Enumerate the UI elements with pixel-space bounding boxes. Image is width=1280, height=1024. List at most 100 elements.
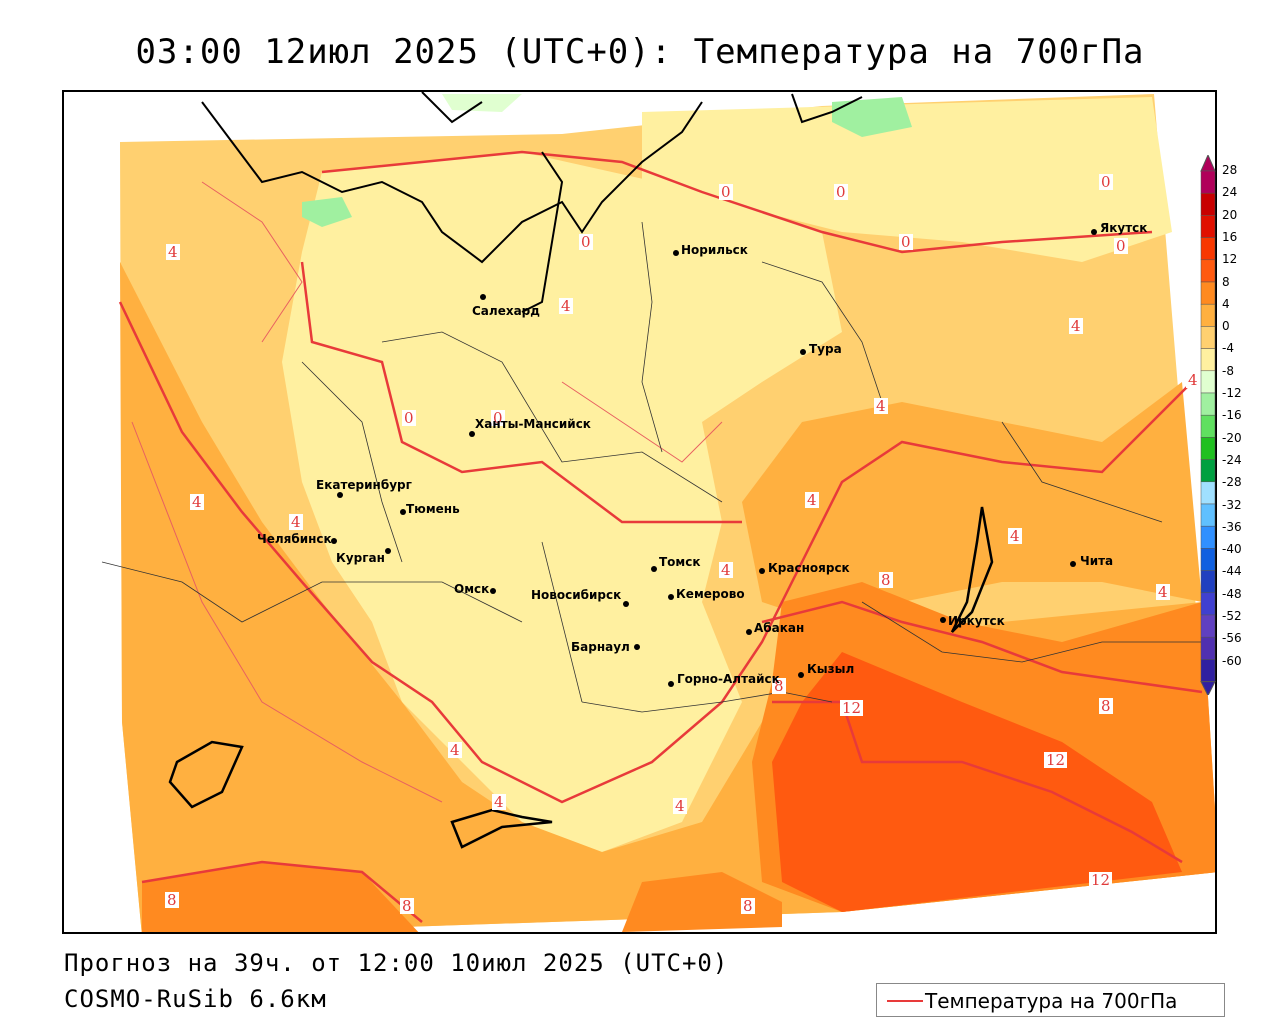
city-label-novosibirsk[interactable]: Новосибирск <box>531 588 622 602</box>
colorbar-tick-label: -40 <box>1222 542 1242 557</box>
city-label-irkutsk[interactable]: Иркутск <box>948 614 1005 628</box>
contour-label: 0 <box>719 183 733 201</box>
city-label-ekaterinburg[interactable]: Екатеринбург <box>316 478 412 492</box>
colorbar-segment <box>1200 303 1216 327</box>
colorbar-segment <box>1200 326 1216 349</box>
city-label-barnaul[interactable]: Барнаул <box>571 640 630 654</box>
contour-label: 0 <box>1114 237 1128 255</box>
colorbar-tick-label: 28 <box>1222 163 1238 177</box>
colorbar-segment <box>1200 348 1216 372</box>
colorbar-segment <box>1200 659 1216 682</box>
temperature-field <box>64 92 1215 932</box>
city-dot-icon <box>634 644 640 650</box>
colorbar-tick-label: -24 <box>1222 452 1242 467</box>
colorbar-tick-label: 0 <box>1222 319 1230 334</box>
contour-label: 4 <box>492 793 506 811</box>
city-label-norilsk[interactable]: Норильск <box>681 243 748 257</box>
colorbar-bottom-arrow <box>1200 681 1216 697</box>
model-name: COSMO-RuSib 6.6км <box>64 985 327 1013</box>
city-label-abakan[interactable]: Абакан <box>754 621 805 635</box>
city-label-chita[interactable]: Чита <box>1080 554 1114 568</box>
contour-label: 8 <box>165 891 179 909</box>
balkhash-lake <box>168 740 244 809</box>
map-area[interactable]: 4 0 0 0 0 0 0 4 4 0 0 4 4 4 4 4 4 8 4 4 … <box>62 90 1217 934</box>
colorbar-tick-label: -36 <box>1222 519 1242 534</box>
colorbar-tick-label: -4 <box>1222 341 1234 356</box>
contour-label: 12 <box>1044 751 1068 769</box>
city-dot-icon <box>623 601 629 607</box>
contour-label: 4 <box>289 513 303 531</box>
contour-label: 4 <box>166 243 180 261</box>
forecast-info: Прогноз на 39ч. от 12:00 10июл 2025 (UTC… <box>64 949 729 977</box>
city-dot-icon <box>668 594 674 600</box>
city-dot-icon <box>331 538 337 544</box>
city-dot-icon <box>400 509 406 515</box>
city-label-tura[interactable]: Тура <box>809 342 842 356</box>
city-dot-icon <box>1091 229 1097 235</box>
colorbar-tick-label: -32 <box>1222 497 1242 512</box>
contour-label: 4 <box>559 297 573 315</box>
map-title: 03:00 12июл 2025 (UTC+0): Температура на… <box>135 32 1145 72</box>
colorbar <box>1200 153 1216 699</box>
city-label-omsk[interactable]: Омск <box>454 582 490 596</box>
contour-label: 4 <box>190 493 204 511</box>
city-dot-icon <box>940 617 946 623</box>
colorbar-tick-label: -44 <box>1222 564 1242 579</box>
baikal-lake <box>950 506 994 633</box>
colorbar-segment <box>1200 370 1216 394</box>
contour-label: 8 <box>400 897 414 915</box>
city-label-gorno-altaysk[interactable]: Горно-Алтайск <box>677 672 780 686</box>
colorbar-tick-label: 16 <box>1222 229 1238 244</box>
very-hot-zone <box>772 652 1182 912</box>
contour-label: 8 <box>741 897 755 915</box>
colorbar-tick-label: -8 <box>1222 363 1234 378</box>
city-label-tyumen[interactable]: Тюмень <box>406 502 460 516</box>
colorbar-svg <box>1200 153 1216 697</box>
issyk-lake <box>450 808 553 849</box>
contour-label: 4 <box>719 561 733 579</box>
contour-label: 8 <box>772 677 786 695</box>
city-dot-icon <box>668 681 674 687</box>
city-label-kyzyl[interactable]: Кызыл <box>807 662 855 676</box>
colorbar-segment <box>1200 614 1216 638</box>
city-dot-icon <box>385 548 391 554</box>
city-dot-icon <box>673 250 679 256</box>
city-label-chelyabinsk[interactable]: Челябинск <box>257 532 332 546</box>
colorbar-segment <box>1200 215 1216 238</box>
colorbar-tick-label: 8 <box>1222 274 1230 289</box>
city-label-khanty-mansiysk[interactable]: Ханты-Мансийск <box>475 417 591 431</box>
contour-label: 0 <box>899 233 913 251</box>
colorbar-segment <box>1200 570 1216 594</box>
city-label-salekhard[interactable]: Салехард <box>472 304 540 318</box>
colorbar-segment <box>1200 259 1216 283</box>
city-label-kurgan[interactable]: Курган <box>336 551 385 565</box>
contour-label: 0 <box>491 409 505 427</box>
city-dot-icon <box>746 629 752 635</box>
colorbar-tick-label: 20 <box>1222 207 1238 222</box>
contour-label: 4 <box>1156 583 1170 601</box>
colorbar-segment <box>1200 237 1216 261</box>
contour-label: 12 <box>840 699 864 717</box>
legend-label: Температура на 700гПа <box>925 989 1178 1013</box>
contour-label: 4 <box>673 797 687 815</box>
legend-line-swatch <box>887 1000 923 1002</box>
city-label-krasnoyarsk[interactable]: Красноярск <box>768 561 850 575</box>
contour-label: 0 <box>834 183 848 201</box>
colorbar-segment <box>1200 281 1216 305</box>
city-dot-icon <box>337 492 343 498</box>
city-label-tomsk[interactable]: Томск <box>659 555 701 569</box>
contour-label: 0 <box>1099 173 1113 191</box>
city-dot-icon <box>480 294 486 300</box>
city-label-kemerovo[interactable]: Кемерово <box>676 587 745 601</box>
colorbar-tick-label: -60 <box>1222 653 1242 668</box>
colorbar-tick-label: -28 <box>1222 475 1242 490</box>
contour-label: 4 <box>805 491 819 509</box>
colorbar-segment <box>1200 525 1216 549</box>
colorbar-top-arrow <box>1200 153 1216 172</box>
contour-label: 12 <box>1089 871 1113 889</box>
colorbar-segment <box>1200 481 1216 505</box>
city-label-yakutsk[interactable]: Якутск <box>1100 221 1148 235</box>
city-dot-icon <box>1070 561 1076 567</box>
city-dot-icon <box>798 672 804 678</box>
contour-label: 4 <box>1186 371 1200 389</box>
